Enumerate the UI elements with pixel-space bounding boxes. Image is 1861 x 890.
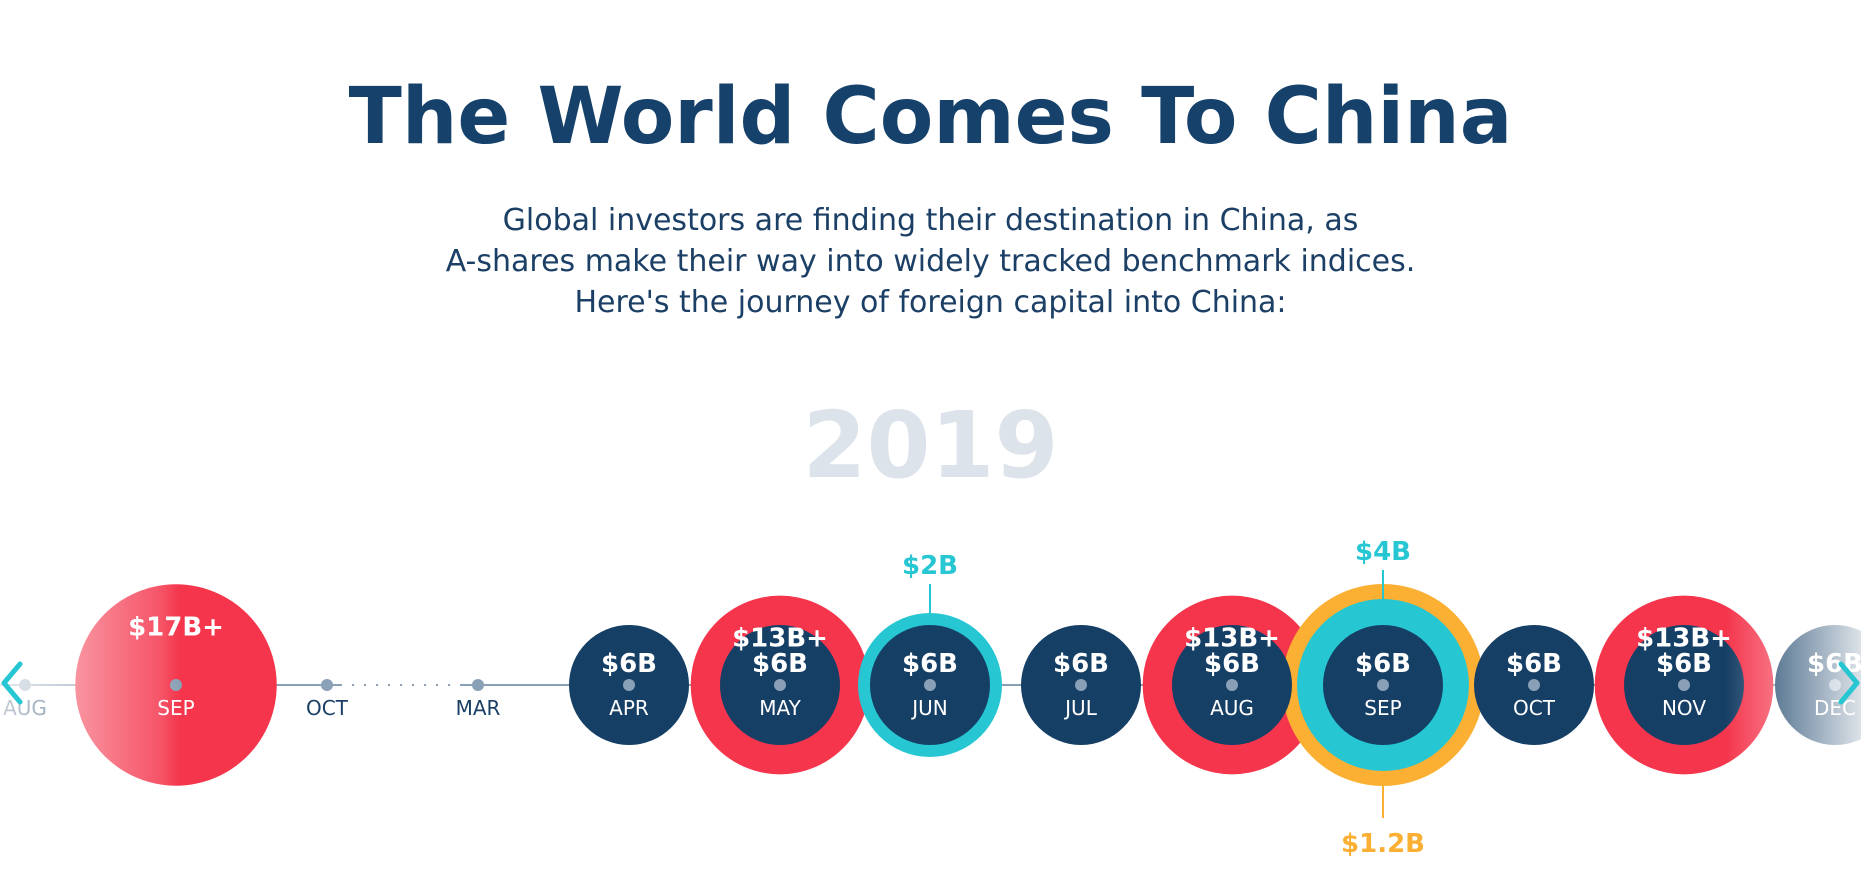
month-dot — [924, 679, 936, 691]
subtitle-line: Global investors are finding their desti… — [502, 203, 1359, 238]
year-label: 2019 — [802, 392, 1059, 499]
navy-bubble-label: $6B — [601, 649, 657, 679]
month-dot — [1075, 679, 1087, 691]
month-dot — [1377, 679, 1389, 691]
navy-bubble-label: $6B — [752, 649, 808, 679]
page-title: The World Comes To China — [348, 72, 1513, 162]
navy-bubble-label: $6B — [1355, 649, 1411, 679]
teal-label: $2B — [902, 551, 958, 581]
gold-label: $1.2B — [1341, 829, 1425, 859]
month-dot — [774, 679, 786, 691]
prev-button[interactable] — [0, 660, 26, 706]
fade-left — [0, 530, 360, 860]
fade-right — [1560, 530, 1861, 860]
month-dot — [1528, 679, 1540, 691]
subtitle-line: A-shares make their way into widely trac… — [445, 244, 1416, 279]
month-label: JUN — [910, 696, 948, 720]
month-dot — [623, 679, 635, 691]
month-label: MAY — [759, 696, 801, 720]
navy-bubble-label: $6B — [1204, 649, 1260, 679]
teal-label: $4B — [1355, 537, 1411, 567]
month-label: SEP — [1364, 696, 1401, 720]
month-label: MAR — [456, 696, 501, 720]
subtitle-line: Here's the journey of foreign capital in… — [574, 285, 1287, 320]
month-dot — [1226, 679, 1238, 691]
chevron-left-icon — [1, 661, 23, 705]
navy-bubble-label: $6B — [1506, 649, 1562, 679]
navy-bubble-label: $6B — [1053, 649, 1109, 679]
chevron-right-icon — [1838, 661, 1860, 705]
month-label: AUG — [1210, 696, 1254, 720]
timeline-chart: $17B+$13B+$13B+$13B+$2B$4B$1.2B$6B$6B$6B… — [0, 530, 1861, 860]
next-button[interactable] — [1835, 660, 1861, 706]
navy-bubble-label: $6B — [902, 649, 958, 679]
red-bubble-label: $13B+ — [732, 624, 828, 654]
month-label: OCT — [1513, 696, 1556, 720]
month-label: JUL — [1063, 696, 1098, 720]
month-label: APR — [609, 696, 649, 720]
page-subtitle: Global investors are finding their desti… — [0, 200, 1861, 323]
month-dot — [472, 679, 484, 691]
red-bubble-label: $13B+ — [1184, 624, 1280, 654]
